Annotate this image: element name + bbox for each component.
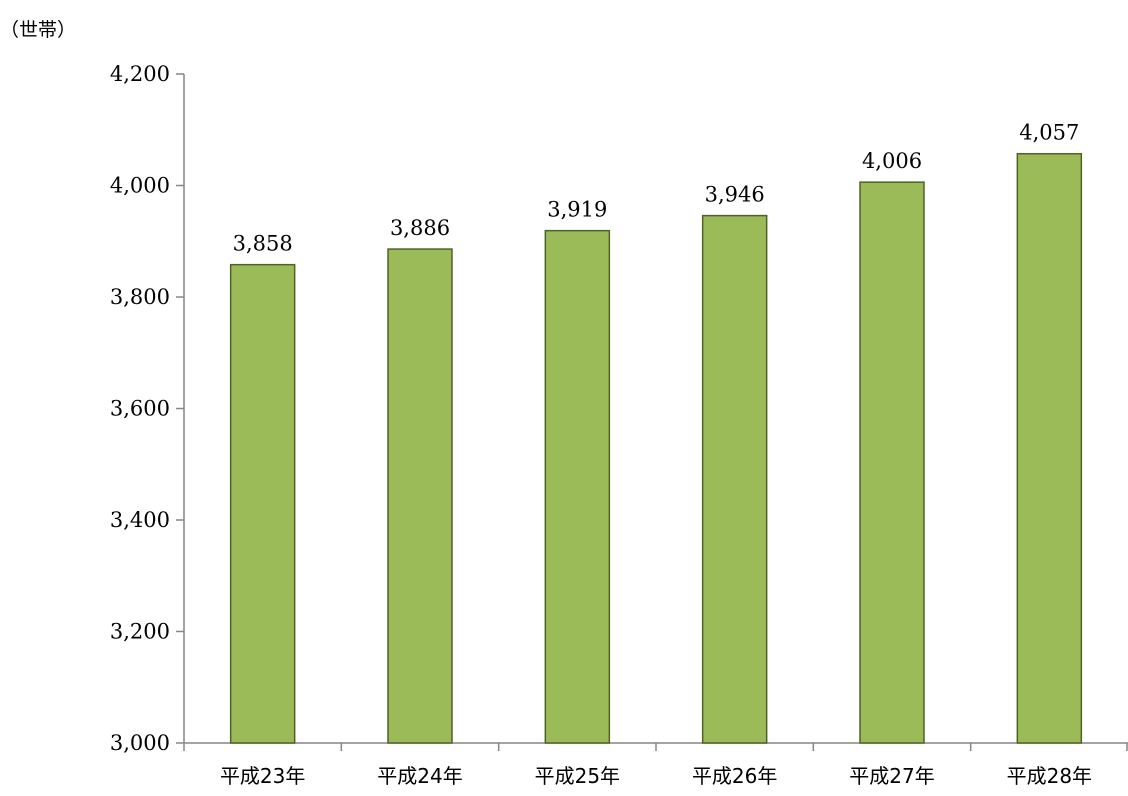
bar-value-label: 3,919 (547, 198, 607, 222)
bar (387, 248, 453, 744)
data-labels: 3,858 3,886 3,919 3,946 4,006 4,057 (233, 121, 1080, 256)
bar (701, 214, 768, 744)
y-axis-unit-label: （世帯） (0, 19, 76, 41)
x-category-label: 平成23年 (220, 764, 305, 788)
x-category-label: 平成26年 (692, 764, 777, 788)
y-tick-label: 3,800 (110, 285, 170, 309)
bar-value-label: 3,946 (705, 183, 765, 207)
y-tick-label: 3,600 (110, 397, 170, 421)
bar-value-label: 3,858 (233, 232, 293, 256)
x-category-label: 平成28年 (1007, 764, 1092, 788)
bars (229, 152, 1083, 744)
category-labels: 平成23年 平成24年 平成25年 平成26年 平成27年 平成28年 (220, 764, 1092, 788)
bar (544, 229, 611, 744)
bar-value-label: 4,006 (862, 149, 922, 173)
x-category-label: 平成27年 (849, 764, 934, 788)
x-category-label: 平成24年 (377, 764, 462, 788)
bar (859, 181, 925, 744)
y-tick-label: 3,200 (110, 620, 170, 644)
bar (229, 263, 296, 744)
bar-value-label: 4,057 (1019, 121, 1079, 145)
y-tick-label: 3,400 (110, 508, 170, 532)
x-category-label: 平成25年 (535, 764, 620, 788)
bar (1016, 152, 1083, 744)
bar-value-label: 3,886 (390, 216, 450, 240)
y-tick-label: 4,000 (110, 174, 170, 198)
x-axis (183, 742, 1128, 751)
y-axis: 3,000 3,200 3,400 3,600 3,800 4,000 4,200 (110, 62, 185, 755)
y-tick-label: 3,000 (110, 731, 170, 755)
y-tick-label: 4,200 (110, 62, 170, 86)
